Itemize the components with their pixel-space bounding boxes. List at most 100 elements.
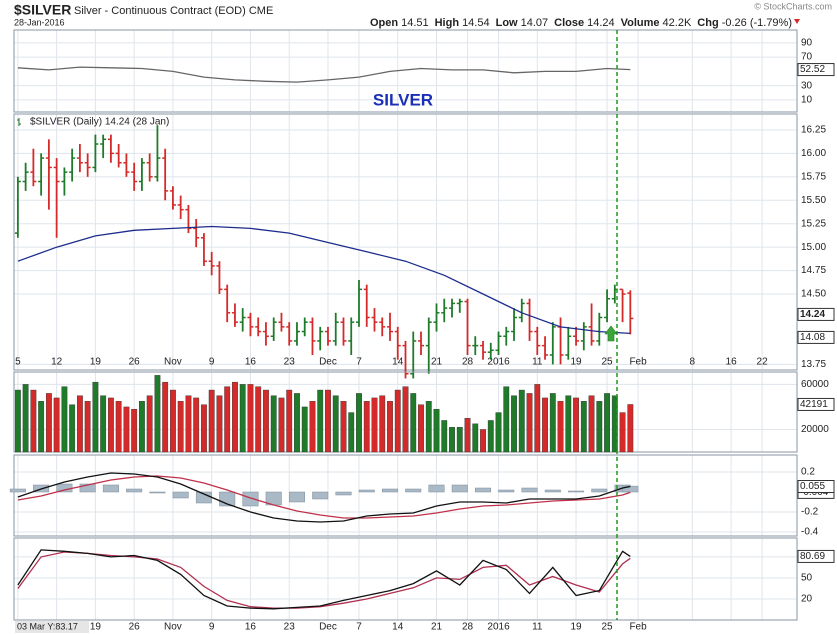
quote-label: Open <box>370 17 398 29</box>
quote-value: -0.26 (-1.79%) <box>722 17 792 29</box>
last-value-box <box>797 480 835 493</box>
volume-bar <box>410 393 417 453</box>
volume-bar <box>216 395 223 453</box>
histogram-bar <box>126 488 143 493</box>
volume-bar <box>170 389 176 453</box>
volume-bar <box>534 384 541 453</box>
volume-bar <box>317 389 324 453</box>
y-tick-label: 70 <box>801 52 813 63</box>
histogram-bar <box>428 484 445 493</box>
quote-value: 14.24 <box>587 17 615 29</box>
histogram-bar <box>312 491 329 500</box>
histogram-bar <box>622 485 639 493</box>
legend-icon <box>17 118 21 126</box>
x-tick-label: 9 <box>209 622 215 633</box>
histogram-bar <box>475 487 492 493</box>
x-tick-label: 14 <box>392 622 404 633</box>
x-tick-label: 16 <box>245 622 257 633</box>
x-tick-label: Dec <box>319 357 337 368</box>
volume-bar <box>123 406 130 453</box>
volume-bar <box>495 412 502 453</box>
volume-bar <box>14 389 21 453</box>
volume-bar <box>185 395 192 453</box>
volume-bar <box>115 401 122 453</box>
panel-frame <box>13 454 798 537</box>
last-value-label: 0.055 <box>800 481 825 492</box>
volume-bar <box>464 417 471 453</box>
volume-bar <box>232 381 238 453</box>
x-tick-label: 28 <box>462 622 474 633</box>
volume-bar <box>61 386 68 453</box>
x-tick-label: 26 <box>129 622 141 633</box>
quote: Open 14.51 High 14.54 Low 14.07 Close 14.24 Volu… <box>370 17 792 29</box>
x-tick-label: 16 <box>245 357 257 368</box>
x-tick-label: 19 <box>570 357 582 368</box>
y-tick-label: 20000 <box>801 424 829 435</box>
x-tick-label: 11 <box>532 357 543 368</box>
y-tick-label: 60000 <box>801 379 829 390</box>
indicator-line <box>17 551 631 609</box>
volume-bar <box>394 389 401 453</box>
histogram-bar <box>79 483 96 493</box>
histogram-bar <box>568 490 585 493</box>
annotation: SILVER <box>373 90 433 109</box>
panel-frame <box>13 29 798 113</box>
x-tick-label: 28 <box>462 357 474 368</box>
last-value-box <box>797 307 835 321</box>
volume-bar <box>565 395 572 453</box>
volume-bar <box>84 401 91 453</box>
histogram-bar <box>172 491 189 499</box>
volume-bar <box>387 401 393 453</box>
histogram-bar <box>335 491 352 496</box>
down-arrow <box>794 19 800 24</box>
histogram-bar <box>521 487 538 493</box>
volume-bar <box>309 401 316 453</box>
volume-bar <box>363 401 370 453</box>
x-tick-label: Dec <box>319 622 337 633</box>
last-value-box <box>797 63 835 77</box>
histogram-bar <box>591 488 608 493</box>
volume-bar <box>208 389 215 453</box>
volume-bar <box>53 397 60 453</box>
volume-bar <box>239 384 246 453</box>
volume-bar <box>325 389 331 453</box>
last-value-label: 80.69 <box>800 551 825 562</box>
volume-bar <box>301 406 308 453</box>
y-tick-label: 16.25 <box>801 125 826 136</box>
volume-bar <box>162 381 169 453</box>
x-tick-label: 21 <box>431 357 443 368</box>
y-tick-label: 15.00 <box>801 242 826 253</box>
y-tick-label: 30 <box>801 80 813 91</box>
x-tick-label: 23 <box>284 357 296 368</box>
x-tick-label: Feb <box>629 622 647 633</box>
x-tick-label: Feb <box>629 357 647 368</box>
y-tick-label: -0.4 <box>801 527 819 538</box>
y-tick-label: 14.75 <box>801 265 826 276</box>
x-tick-label: 5 <box>15 357 21 368</box>
price-legend: $SILVER (Daily) 14.24 (28 Jan) <box>30 117 169 128</box>
volume-bar <box>340 401 347 453</box>
volume-bar <box>38 401 45 453</box>
y-tick-label: 13.75 <box>801 359 826 370</box>
histogram-bar <box>358 489 375 493</box>
moving-average <box>17 225 631 335</box>
volume-bar <box>480 429 486 453</box>
histogram-bar <box>149 491 166 494</box>
histogram-bar <box>9 488 26 493</box>
x-tick-label: 16 <box>726 357 738 368</box>
volume-bar <box>503 386 510 453</box>
cursor-label: 03 Mar Y:83.17 <box>17 621 78 631</box>
x-tick-label: 11 <box>532 622 543 633</box>
indicator-line <box>17 475 631 519</box>
date: 28-Jan-2016 <box>14 17 65 27</box>
volume-bar <box>379 395 386 453</box>
x-tick-label: 7 <box>356 622 362 633</box>
volume-bar <box>100 395 107 453</box>
x-tick-label: 2016 <box>487 357 510 368</box>
volume-bar <box>433 408 440 453</box>
volume-bar <box>30 389 37 453</box>
histogram-bar <box>451 484 468 493</box>
volume-bar <box>418 404 424 453</box>
volume-bar <box>356 393 362 453</box>
volume-bar <box>588 395 595 453</box>
